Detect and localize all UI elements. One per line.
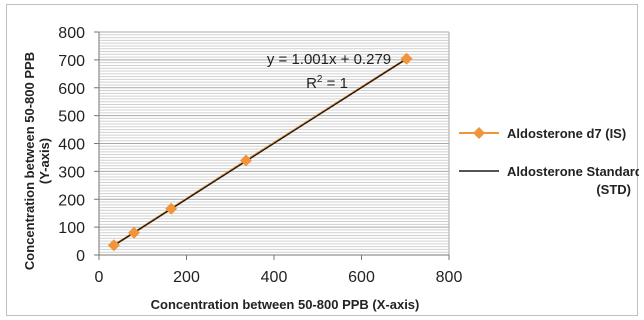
data-point-marker [107, 239, 120, 252]
y-axis-title-line1: Concentration between 50-800 PPB [22, 52, 37, 270]
x-tick-label: 600 [348, 269, 375, 286]
y-tick-label: 500 [58, 109, 85, 126]
y-axis-title-line2: (Y-axis) [37, 138, 52, 184]
legend-label-std-line2: (STD) [596, 182, 631, 197]
legend: Aldosterone d7 (IS) Aldosterone Standard… [459, 126, 639, 197]
x-tick-label: 200 [173, 269, 200, 286]
y-tick-label: 100 [58, 220, 85, 237]
data-point-marker [240, 154, 252, 167]
x-tick-label: 800 [436, 269, 463, 286]
series-line-std [113, 58, 407, 246]
legend-label-is: Aldosterone d7 (IS) [507, 126, 626, 141]
series-group [107, 52, 413, 252]
legend-label-std-line1: Aldosterone Standard [507, 164, 639, 179]
chart-frame: 0 100 200 300 400 500 600 700 800 0 200 400 600 800 … [6, 4, 639, 316]
y-tick-labels: 0 100 200 300 400 500 600 700 800 [58, 25, 85, 265]
data-point-marker [400, 52, 413, 65]
data-point-marker [128, 226, 140, 239]
x-tick-labels: 0 200 400 600 800 [95, 269, 463, 286]
y-tick-label: 800 [58, 25, 85, 42]
x-tick-label: 400 [261, 269, 288, 286]
y-tick-label: 0 [76, 248, 85, 265]
y-axis-title: Concentration between 50-800 PPB (Y-axis… [22, 52, 52, 270]
y-tick-label: 600 [58, 81, 85, 98]
r-squared-label: R2 = 1 [306, 74, 348, 92]
y-tick-label: 400 [58, 137, 85, 154]
x-tick-label: 0 [95, 269, 104, 286]
legend-diamond-marker [473, 127, 485, 139]
equation-label: y = 1.001x + 0.279 [267, 51, 391, 68]
grid-lines [99, 31, 450, 255]
y-tick-label: 300 [58, 164, 85, 181]
y-tick-label: 200 [58, 192, 85, 209]
y-tick-label: 700 [58, 53, 85, 70]
data-point-marker [165, 202, 178, 215]
x-axis-title: Concentration between 50-800 PPB (X-axis… [151, 297, 420, 312]
axes [94, 31, 450, 260]
